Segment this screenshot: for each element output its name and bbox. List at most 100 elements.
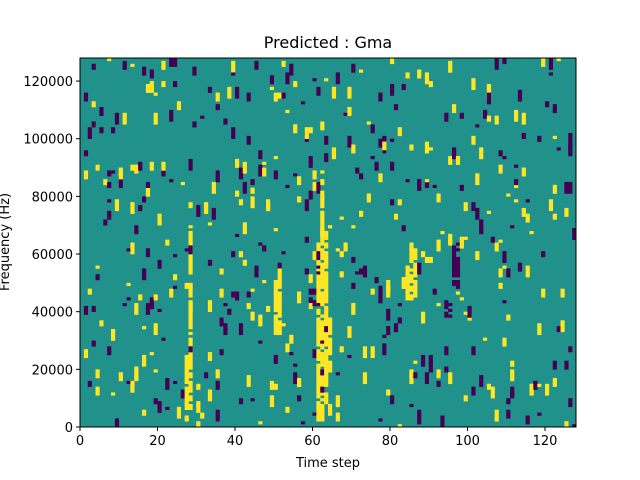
heatmap-cell — [320, 274, 325, 278]
heatmap-cell — [328, 340, 333, 344]
heatmap-cell — [149, 352, 154, 356]
heatmap-cell — [312, 291, 317, 295]
heatmap-cell — [188, 320, 193, 324]
heatmap-cell — [107, 58, 112, 62]
heatmap-cell — [188, 233, 193, 238]
heatmap-cell — [130, 245, 135, 249]
heatmap-cell — [153, 118, 158, 122]
heatmap-cell — [498, 164, 503, 168]
heatmap-cell — [335, 78, 340, 82]
heatmap-cell — [475, 176, 480, 180]
heatmap-cell — [525, 268, 530, 272]
heatmap-cell — [452, 248, 457, 252]
heatmap-cell — [215, 372, 220, 376]
heatmap-cell — [479, 147, 484, 151]
heatmap-cell — [510, 363, 515, 367]
heatmap-cell — [95, 274, 100, 278]
heatmap-cell — [324, 230, 329, 235]
heatmap-cell — [83, 349, 89, 353]
heatmap-cell — [421, 357, 426, 361]
heatmap-cell — [188, 254, 193, 258]
heatmap-cell — [455, 242, 461, 246]
heatmap-cell — [393, 328, 399, 333]
heatmap-cell — [188, 323, 193, 327]
heatmap-cell — [304, 236, 309, 240]
heatmap-cell — [471, 349, 476, 353]
heatmap-cell — [165, 242, 170, 246]
heatmap-cell — [475, 210, 480, 214]
heatmap-cell — [308, 164, 313, 168]
heatmap-cell — [184, 395, 189, 399]
heatmap-cell — [320, 271, 325, 275]
heatmap-cell — [207, 259, 213, 263]
heatmap-cell — [231, 251, 236, 255]
heatmap-cell — [471, 81, 476, 85]
heatmap-cell — [564, 184, 569, 189]
heatmap-cell — [192, 69, 197, 73]
heatmap-cell — [312, 251, 317, 255]
heatmap-cell — [417, 187, 422, 191]
heatmap-cell — [138, 164, 143, 168]
heatmap-cell — [312, 412, 317, 416]
heatmap-cell — [223, 326, 228, 330]
heatmap-cell — [374, 277, 379, 281]
heatmap-cell — [471, 141, 476, 145]
heatmap-cell — [320, 236, 325, 240]
heatmap-cell — [304, 268, 309, 272]
heatmap-cell — [324, 300, 329, 304]
heatmap-cell — [215, 95, 220, 99]
heatmap-cell — [386, 389, 391, 393]
heatmap-cell — [444, 115, 449, 119]
heatmap-cell — [467, 305, 472, 310]
heatmap-cell — [486, 89, 492, 93]
heatmap-cell — [157, 222, 162, 226]
heatmap-cell — [320, 412, 325, 416]
heatmap-cell — [207, 262, 213, 266]
heatmap-cell — [312, 300, 317, 304]
heatmap-cell — [219, 271, 224, 275]
heatmap-cell — [409, 377, 414, 382]
heatmap-cell — [246, 135, 251, 140]
heatmap-cell — [297, 176, 302, 180]
heatmap-cell — [564, 187, 569, 191]
heatmap-cell — [413, 294, 418, 298]
heatmap-cell — [409, 294, 414, 298]
heatmap-cell — [324, 294, 329, 298]
heatmap-cell — [149, 164, 154, 168]
heatmap-cell — [370, 352, 375, 356]
heatmap-cell — [479, 219, 484, 223]
heatmap-cell — [397, 202, 402, 206]
heatmap-cell — [145, 308, 151, 312]
heatmap-cell — [320, 334, 325, 338]
heatmap-cell — [320, 354, 325, 359]
heatmap-cell — [390, 199, 395, 203]
heatmap-cell — [347, 112, 352, 116]
heatmap-cell — [207, 305, 213, 310]
heatmap-cell — [320, 242, 325, 246]
heatmap-cell — [324, 141, 329, 145]
heatmap-cell — [471, 138, 476, 142]
heatmap-cell — [494, 58, 499, 62]
heatmap-cell — [351, 256, 356, 261]
heatmap-cell — [386, 328, 391, 333]
heatmap-cell — [320, 251, 325, 255]
heatmap-cell — [320, 323, 325, 327]
heatmap-cell — [184, 380, 189, 385]
heatmap-cell — [204, 372, 209, 376]
heatmap-cell — [207, 354, 213, 359]
heatmap-cell — [479, 156, 484, 160]
heatmap-cell — [382, 144, 387, 148]
heatmap-cell — [238, 167, 244, 171]
heatmap-cell — [517, 268, 523, 272]
heatmap-cell — [188, 326, 193, 330]
heatmap-cell — [335, 401, 340, 405]
heatmap-cell — [498, 271, 503, 275]
heatmap-cell — [486, 83, 492, 88]
heatmap-cell — [91, 63, 96, 67]
heatmap-cell — [320, 389, 325, 393]
heatmap-cell — [142, 196, 147, 200]
heatmap-cell — [188, 242, 193, 246]
heatmap-cell — [370, 156, 375, 160]
heatmap-cell — [413, 265, 418, 269]
heatmap-cell — [184, 357, 189, 361]
